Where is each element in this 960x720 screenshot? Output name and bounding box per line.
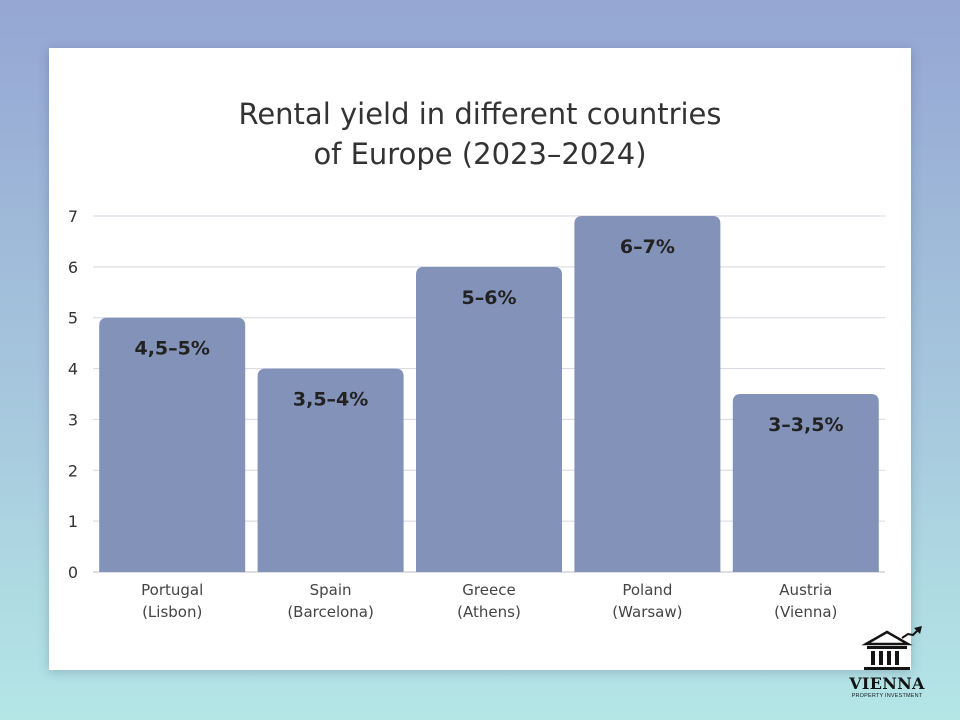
y-tick-label: 0 xyxy=(68,563,78,582)
y-tick-label: 1 xyxy=(68,512,78,531)
y-tick-label: 2 xyxy=(68,461,78,480)
bar xyxy=(732,394,879,572)
data-label: 6–7% xyxy=(620,236,675,258)
x-tick-label: (Vienna) xyxy=(774,603,837,621)
data-label: 4,5–5% xyxy=(134,338,209,360)
x-tick-label: Austria xyxy=(779,581,832,599)
x-tick-label: (Lisbon) xyxy=(142,603,202,621)
y-tick-label: 6 xyxy=(68,258,78,277)
building-chart-icon xyxy=(861,626,922,670)
vienna-logo: VIENNA PROPERTY INVESTMENT xyxy=(842,626,932,702)
x-tick-label: Spain xyxy=(310,581,352,599)
x-tick-label: (Athens) xyxy=(457,603,521,621)
logo-wordmark: VIENNA xyxy=(849,674,925,693)
x-tick-label: Portugal xyxy=(141,581,203,599)
data-label: 3,5–4% xyxy=(293,389,368,411)
labels-layer: 0 1 2 3 4 5 6 7 4,5–5% Portugal (Lisbon) 3,5–4% Spai… xyxy=(68,207,844,621)
chart-title-line-1: Rental yield in different countries xyxy=(238,97,722,131)
chart-title-line-2: of Europe (2023–2024) xyxy=(313,137,647,171)
logo-tagline: PROPERTY INVESTMENT xyxy=(851,693,923,699)
data-label: 3–3,5% xyxy=(768,414,843,436)
x-tick-label: (Barcelona) xyxy=(287,603,374,621)
y-tick-label: 4 xyxy=(68,360,78,379)
x-tick-label: Greece xyxy=(462,581,515,599)
bars-layer xyxy=(99,216,879,572)
data-label: 5–6% xyxy=(462,287,517,309)
bar xyxy=(257,368,404,572)
bar xyxy=(574,216,721,572)
y-tick-label: 3 xyxy=(68,410,78,429)
x-tick-label: Poland xyxy=(622,581,672,599)
x-tick-label: (Warsaw) xyxy=(612,603,682,621)
bar xyxy=(99,317,246,572)
y-tick-label: 5 xyxy=(68,309,78,328)
y-tick-label: 7 xyxy=(68,207,78,226)
chart-title: Rental yield in different countries of E… xyxy=(0,94,960,174)
bar xyxy=(416,266,562,572)
